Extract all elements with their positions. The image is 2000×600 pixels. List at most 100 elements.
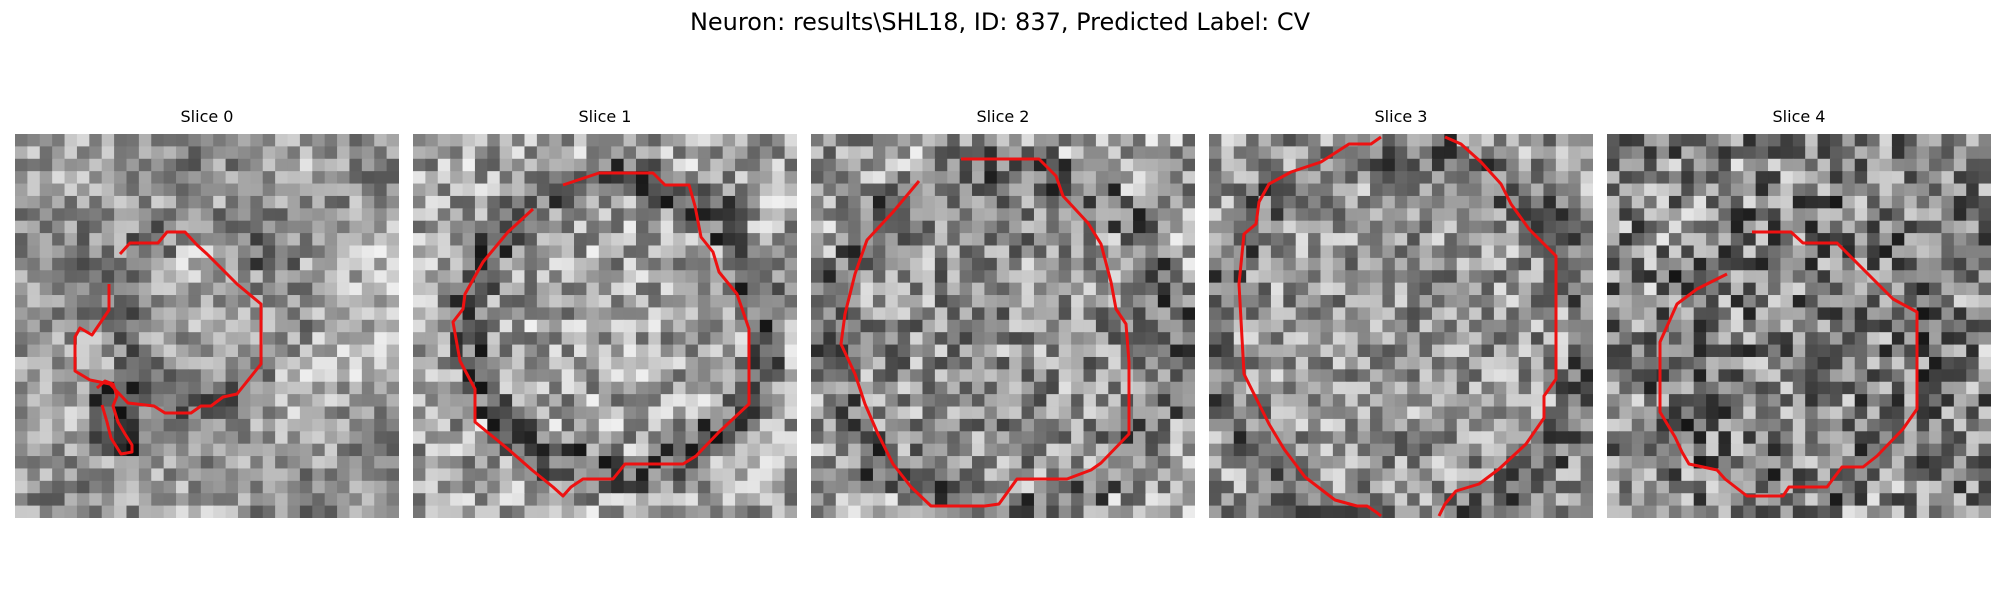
pixel [885,332,899,346]
pixel [287,282,301,296]
pixel [1568,443,1582,457]
pixel [1419,220,1433,234]
pixel [1555,505,1569,518]
pixel [934,183,948,197]
pixel [1631,245,1645,259]
pixel [549,468,563,482]
pixel [1170,456,1184,470]
pixel [1867,406,1881,420]
pixel [76,208,90,222]
pixel [1258,493,1272,507]
pixel [735,220,749,234]
pixel [374,195,388,209]
pixel [922,220,936,234]
pixel [1768,270,1782,284]
pixel [1145,344,1159,358]
pixel [1407,183,1421,197]
pixel [561,493,575,507]
pixel [1854,344,1868,358]
pixel [848,146,862,160]
pixel [250,443,264,457]
pixel [1221,394,1235,408]
pixel [574,245,588,259]
pixel [324,431,338,445]
pixel [1681,394,1695,408]
pixel [101,468,115,482]
pixel [1283,468,1297,482]
pixel [897,257,911,271]
pixel [536,171,550,185]
pixel [1332,418,1346,432]
pixel [39,406,53,420]
pixel [1755,456,1769,470]
pixel [250,146,264,160]
pixel [1829,146,1843,160]
pixel [1693,418,1707,432]
pixel [425,456,439,470]
pixel [1009,257,1023,271]
pixel [549,195,563,209]
pixel [27,381,41,395]
pixel [337,307,351,321]
pixel [1966,493,1980,507]
pixel [262,356,276,370]
pixel [934,456,948,470]
pixel [250,282,264,296]
pixel [1730,356,1744,370]
pixel [1543,406,1557,420]
pixel [126,158,140,172]
pixel [735,171,749,185]
pixel [784,220,797,234]
pixel [759,480,773,494]
pixel [972,381,986,395]
pixel [487,480,501,494]
pixel [635,468,649,482]
pixel [598,208,612,222]
pixel [1755,418,1769,432]
pixel [324,480,338,494]
pixel [151,505,165,518]
pixel [27,443,41,457]
pixel [324,233,338,247]
pixel [722,134,736,147]
pixel [1071,282,1085,296]
pixel [1120,307,1134,321]
pixel [1444,332,1458,346]
pixel [536,356,550,370]
pixel [151,468,165,482]
pixel [499,332,513,346]
pixel [1916,443,1930,457]
pixel [349,295,363,309]
pixel [549,456,563,470]
pixel [474,233,488,247]
pixel [1854,270,1868,284]
pixel [1718,171,1732,185]
pixel [1656,431,1670,445]
pixel [1644,505,1658,518]
pixel [1580,369,1593,383]
pixel [1170,443,1184,457]
pixel [262,456,276,470]
pixel [1706,134,1720,147]
pixel [996,344,1010,358]
pixel [611,381,625,395]
pixel [361,171,375,185]
pixel [337,208,351,222]
pixel [1755,195,1769,209]
pixel [1966,270,1980,284]
pixel [126,134,140,147]
pixel [1904,406,1918,420]
pixel [1555,319,1569,333]
pixel [324,443,338,457]
pixel [474,158,488,172]
pixel [437,406,451,420]
pixel [1419,233,1433,247]
pixel [835,171,849,185]
pixel [1357,183,1371,197]
pixel [1531,369,1545,383]
pixel [996,208,1010,222]
pixel [697,295,711,309]
pixel [772,171,786,185]
pixel [188,431,202,445]
pixel [499,468,513,482]
